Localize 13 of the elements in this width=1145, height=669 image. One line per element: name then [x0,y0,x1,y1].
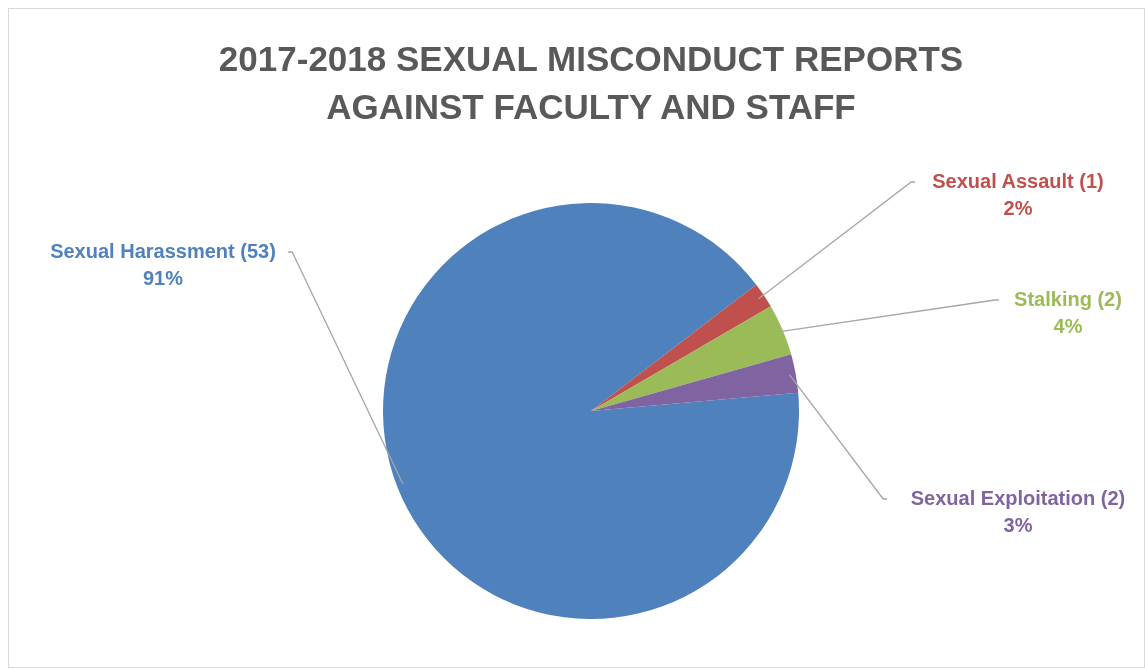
pie-slice [591,354,799,411]
data-label: 91% [142,267,184,289]
slice-label: Sexual Harassment (53) [50,240,276,262]
slice-label: Stalking (2) [1014,288,1122,310]
chart-title: 2017-2018 SEXUAL MISCONDUCT REPORTS AGAINST FACULTY AND STAFF [218,39,964,126]
pie-slice [591,284,771,411]
slice-label: Sexual Exploitation (2) [910,487,1126,509]
slice-label: Sexual Assault (1) [932,170,1104,192]
data-label: 2% [1003,197,1033,219]
data-label: 3% [1003,514,1033,536]
data-label: 4% [1053,315,1083,337]
pie-slice [591,306,792,411]
pie-slice [383,203,799,619]
